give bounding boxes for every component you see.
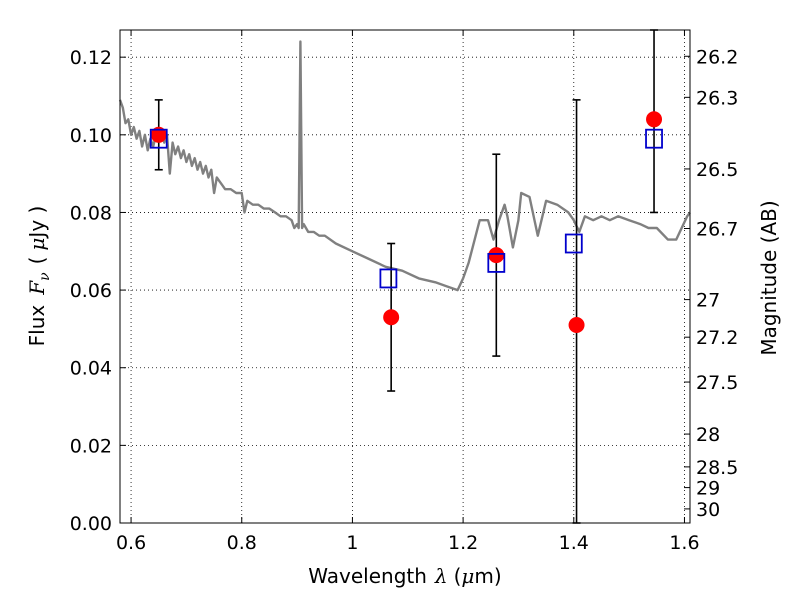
observed-point <box>646 111 663 128</box>
observed-point <box>488 247 505 264</box>
x-axis-title-unit-open: ( <box>454 564 462 588</box>
y-tick-label: 0.08 <box>70 202 112 224</box>
y-axis-title-unit-mu: μ <box>25 238 49 251</box>
observed-points <box>150 111 663 334</box>
observed-point <box>568 317 585 334</box>
x-axis-title-unit-rest: m) <box>474 564 501 588</box>
y2-tick-label: 28 <box>696 424 720 446</box>
y2-tick-label: 26.2 <box>696 46 738 68</box>
x-tick-label: 1.2 <box>448 532 478 554</box>
y-tick-label: 0.00 <box>70 513 112 535</box>
model-photometry-squares <box>149 128 663 289</box>
model-photometry-square <box>564 233 583 254</box>
y-tick-label: 0.02 <box>70 435 112 457</box>
x-axis-title-unit-mu: μ <box>461 564 474 588</box>
y2-tick-label: 27 <box>696 290 720 312</box>
y2-tick-label: 26.3 <box>696 87 738 109</box>
x-tick-label: 0.6 <box>116 532 146 554</box>
y2-tick-label: 26.7 <box>696 219 738 241</box>
y-axis-title: Flux Fν ( μJy ) <box>25 206 53 347</box>
x-axis-title-symbol: λ <box>434 564 448 588</box>
grid <box>120 30 690 523</box>
y-axis-title-unit-rest: Jy ) <box>25 206 49 240</box>
y2-tick-label: 27.2 <box>696 327 738 349</box>
y-axis-title-prefix: Flux <box>25 305 49 347</box>
y2-axis-title: Magnitude (AB) <box>757 200 781 355</box>
x-axis-title-prefix: Wavelength <box>308 564 427 588</box>
x-axis-title: Wavelength λ (μm) <box>308 564 501 588</box>
y2-tick-label: 26.5 <box>696 159 738 181</box>
model-photometry-square <box>149 128 168 149</box>
model-photometry-square <box>379 268 398 289</box>
y-axis-title-unit-open: ( <box>25 257 49 265</box>
y2-tick-label: 30 <box>696 499 720 521</box>
y2-tick-label: 29 <box>696 478 720 500</box>
x-axis-ticks: 0.6 0.8 1 1.2 1.4 1.6 <box>116 30 700 554</box>
x-tick-label: 1.6 <box>669 532 699 554</box>
y-tick-label: 0.04 <box>70 358 112 380</box>
x-tick-label: 0.8 <box>227 532 257 554</box>
y-tick-label: 0.12 <box>70 47 112 69</box>
observed-point <box>383 309 400 326</box>
y-tick-label: 0.06 <box>70 280 112 302</box>
y2-tick-label: 27.5 <box>696 372 738 394</box>
y-axis-title-symbol: F <box>25 280 49 296</box>
y2-tick-label: 28.5 <box>696 457 738 479</box>
model-photometry-square <box>487 253 506 273</box>
y-axis-title-subscript: ν <box>37 272 53 281</box>
y-axis-ticks: 0.00 0.02 0.04 0.06 0.08 0.10 0.12 <box>70 47 126 535</box>
model-photometry-square <box>645 128 663 149</box>
x-tick-label: 1 <box>346 532 358 554</box>
plot-area <box>120 30 690 523</box>
x-tick-label: 1.4 <box>559 532 589 554</box>
y-tick-label: 0.10 <box>70 125 112 147</box>
plot-frame <box>119 29 691 524</box>
